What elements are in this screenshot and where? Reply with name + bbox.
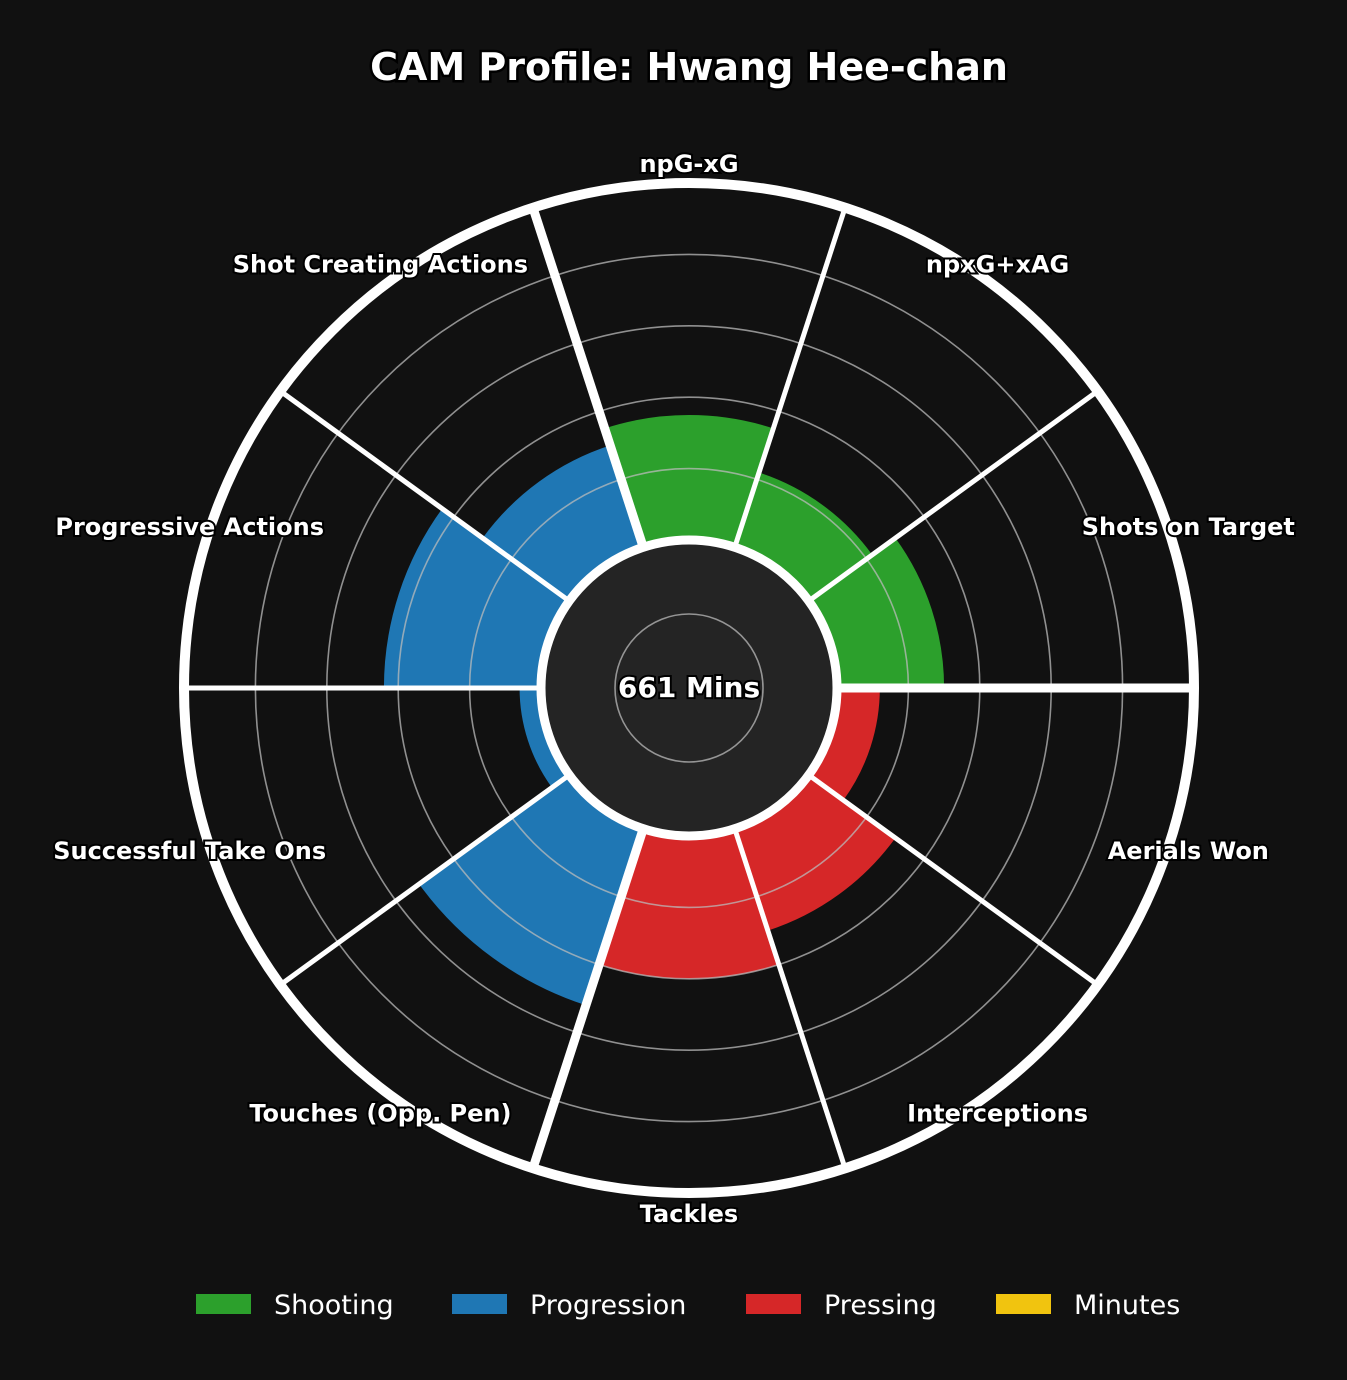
category-label-progressive-actions: Progressive Actions — [55, 513, 324, 541]
sector-separator — [807, 389, 1100, 604]
bar-touches-opp-pen — [419, 774, 644, 1006]
legend-swatch-pressing — [746, 1294, 801, 1314]
legend-label-pressing: Pressing — [824, 1290, 937, 1321]
category-label-shots-on-target: Shots on Target — [1082, 513, 1295, 541]
sector-separator — [528, 827, 648, 1170]
category-label-aerials-won: Aerials Won — [1108, 837, 1269, 865]
legend-swatch-minutes — [996, 1294, 1051, 1314]
bar-shots-on-target — [808, 538, 945, 688]
sector-separator — [732, 827, 848, 1170]
category-label-shot-creating-actions: Shot Creating Actions — [233, 250, 528, 278]
category-label-successful-take-ons: Successful Take Ons — [53, 837, 326, 865]
legend-swatch-progression — [452, 1294, 507, 1314]
center-disc — [536, 535, 842, 841]
legend-label-progression: Progression — [530, 1290, 686, 1321]
category-label-npg-xg: npG-xG — [639, 150, 738, 178]
bar-aerials-won — [808, 688, 880, 801]
bar-npg-xg — [604, 415, 774, 548]
center-layer — [536, 535, 842, 841]
legend-label-minutes: Minutes — [1074, 1290, 1180, 1321]
sector-separator — [528, 206, 648, 549]
center-ring — [614, 613, 764, 763]
sector-separator — [278, 389, 571, 604]
sector-separator — [278, 772, 571, 987]
category-label-touches-opp-pen: Touches (Opp. Pen) — [249, 1100, 511, 1128]
legend-label-shooting: Shooting — [274, 1290, 394, 1321]
category-label-npxg-xag: npxG+xAG — [926, 250, 1069, 278]
bar-tackles — [599, 828, 779, 979]
category-label-interceptions: Interceptions — [907, 1100, 1088, 1128]
minutes-label: 661 Mins — [618, 671, 760, 704]
legend: Shooting Progression Pressing Minutes — [196, 1290, 1180, 1321]
outer-ring — [179, 178, 1199, 1198]
separators-layer — [179, 178, 1199, 1198]
bar-progressive-actions — [383, 508, 570, 688]
legend-swatch-shooting — [196, 1294, 251, 1314]
sector-separator — [807, 772, 1100, 987]
chart-title: CAM Profile: Hwang Hee-chan — [370, 45, 1008, 89]
bar-npxg-xag — [734, 472, 873, 602]
category-labels: npG-xG npxG+xAG Shots on Target Aerials Won… — [51, 148, 1297, 1230]
category-label-tackles: Tackles — [640, 1200, 738, 1228]
sector-separator — [732, 206, 848, 549]
